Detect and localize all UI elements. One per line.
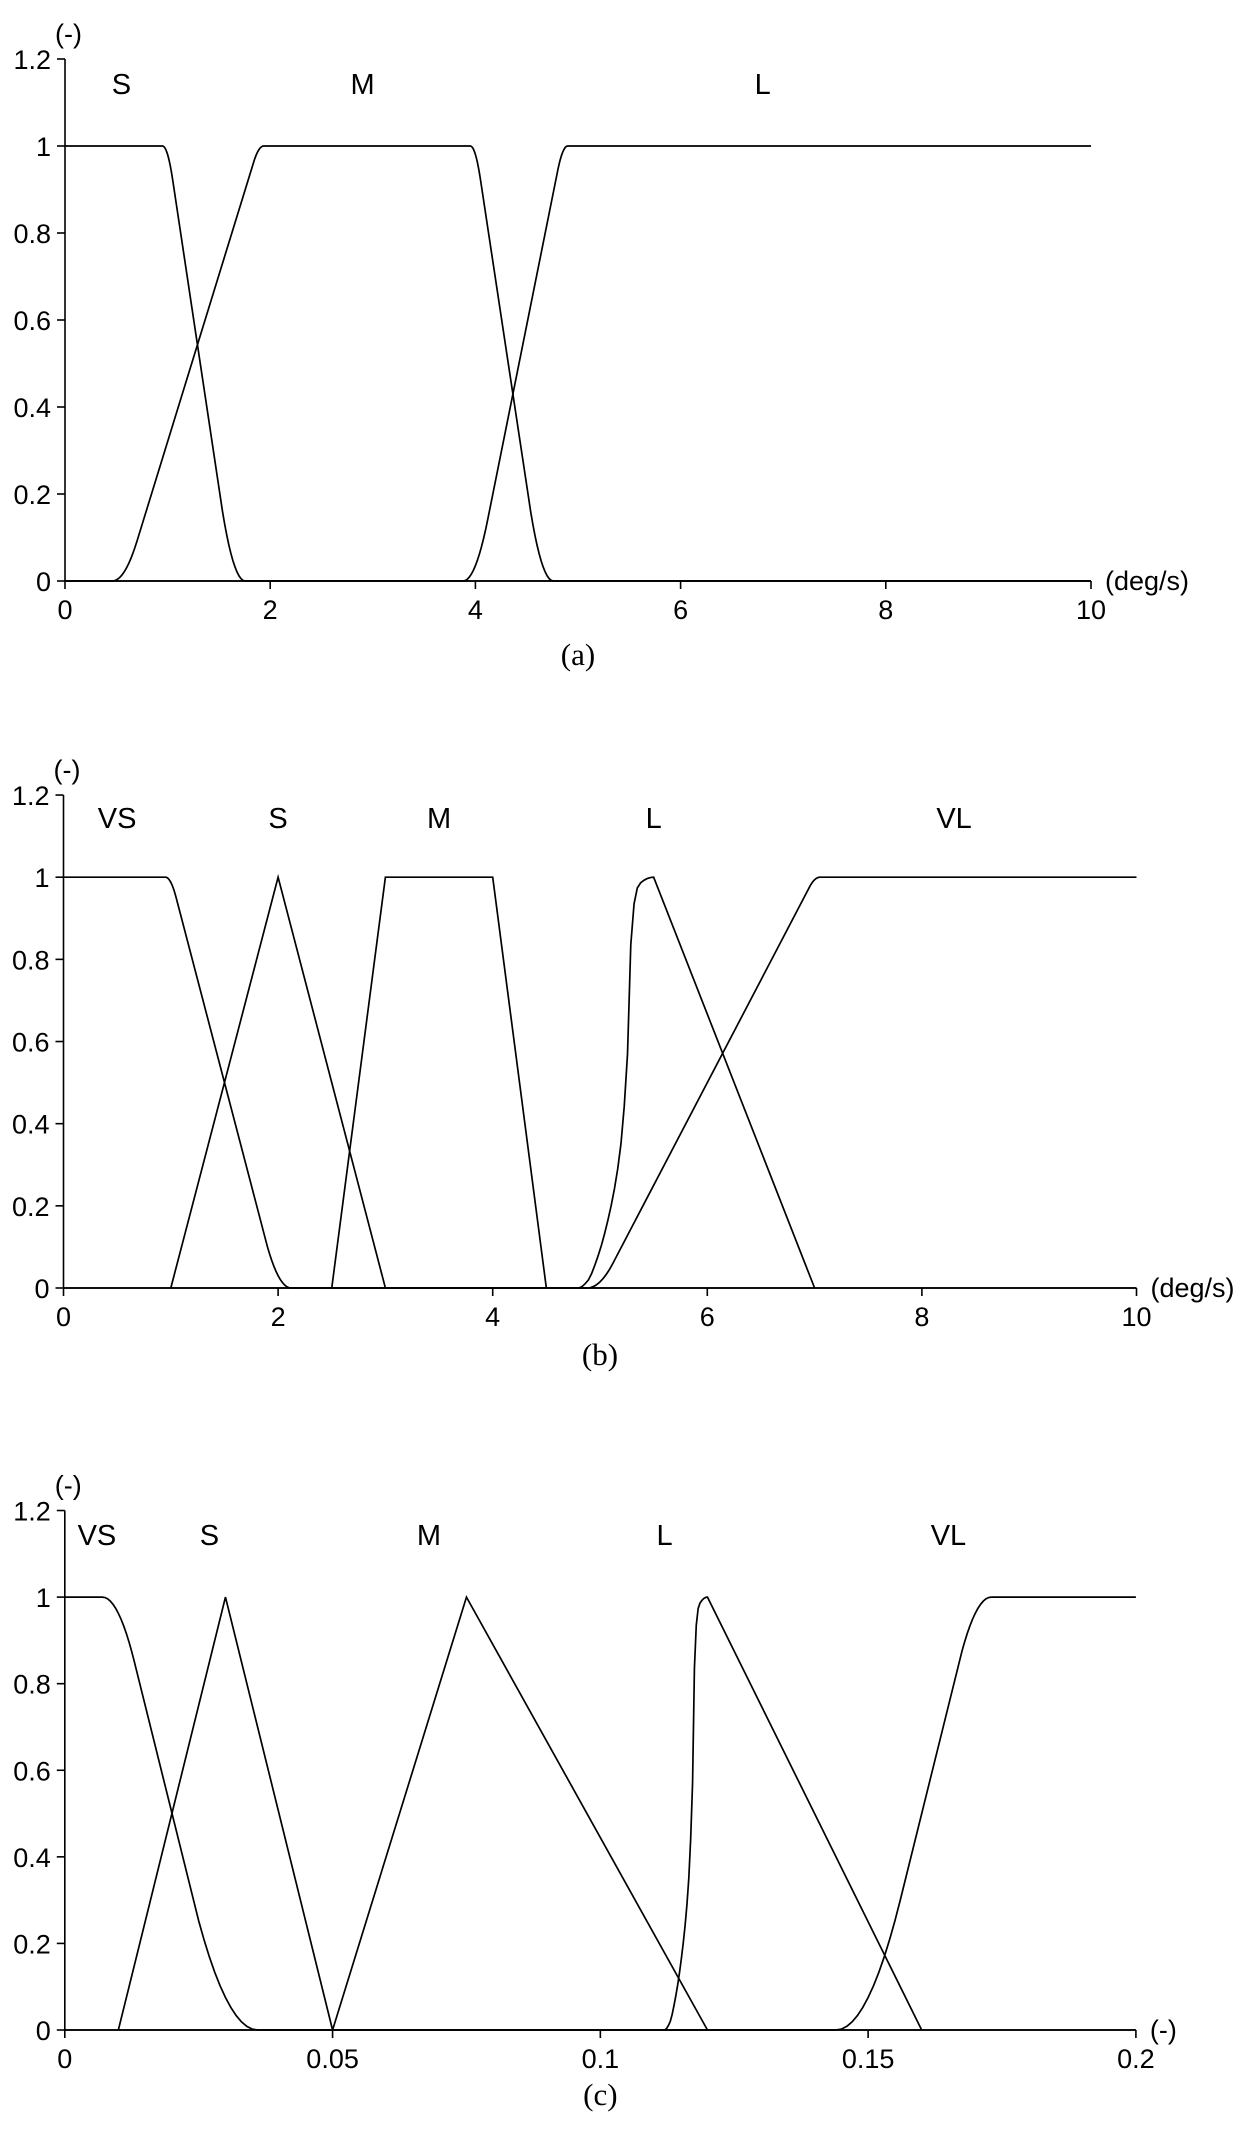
svg-text:0.4: 0.4 bbox=[13, 393, 51, 423]
svg-text:M: M bbox=[350, 69, 374, 101]
svg-text:0.05: 0.05 bbox=[306, 2044, 359, 2074]
svg-text:10: 10 bbox=[1076, 595, 1106, 625]
svg-text:(a): (a) bbox=[561, 637, 595, 672]
svg-text:0.8: 0.8 bbox=[13, 1670, 51, 1700]
svg-text:0.4: 0.4 bbox=[12, 1110, 50, 1140]
svg-text:0: 0 bbox=[56, 1302, 71, 1332]
svg-text:0: 0 bbox=[36, 567, 51, 597]
svg-text:0.2: 0.2 bbox=[12, 1192, 50, 1222]
svg-text:S: S bbox=[268, 803, 287, 835]
svg-text:0.6: 0.6 bbox=[13, 1756, 51, 1786]
svg-text:8: 8 bbox=[914, 1302, 929, 1332]
svg-text:(-): (-) bbox=[1150, 2015, 1177, 2045]
svg-text:(b): (b) bbox=[582, 1337, 618, 1372]
svg-text:0.8: 0.8 bbox=[12, 945, 50, 975]
svg-text:4: 4 bbox=[468, 595, 483, 625]
svg-text:S: S bbox=[112, 69, 131, 101]
svg-text:0: 0 bbox=[36, 2016, 51, 2046]
svg-text:VL: VL bbox=[931, 1520, 966, 1552]
svg-text:(-): (-) bbox=[54, 755, 81, 785]
svg-text:4: 4 bbox=[485, 1302, 500, 1332]
svg-text:0.2: 0.2 bbox=[13, 480, 51, 510]
svg-text:1: 1 bbox=[36, 1583, 51, 1613]
svg-text:(deg/s): (deg/s) bbox=[1105, 566, 1189, 596]
svg-text:0.8: 0.8 bbox=[13, 219, 51, 249]
svg-text:L: L bbox=[755, 69, 771, 101]
svg-text:2: 2 bbox=[263, 595, 278, 625]
svg-text:(c): (c) bbox=[583, 2077, 617, 2112]
svg-text:6: 6 bbox=[700, 1302, 715, 1332]
svg-text:0: 0 bbox=[57, 2044, 72, 2074]
svg-text:(-): (-) bbox=[55, 19, 82, 49]
svg-text:0.6: 0.6 bbox=[12, 1028, 50, 1058]
svg-text:6: 6 bbox=[673, 595, 688, 625]
svg-text:0.1: 0.1 bbox=[582, 2044, 620, 2074]
svg-text:0.2: 0.2 bbox=[13, 1929, 51, 1959]
svg-text:0.6: 0.6 bbox=[13, 306, 51, 336]
svg-text:VS: VS bbox=[98, 803, 137, 835]
svg-text:L: L bbox=[646, 803, 662, 835]
svg-text:0.4: 0.4 bbox=[13, 1843, 51, 1873]
svg-text:S: S bbox=[200, 1520, 219, 1552]
svg-text:10: 10 bbox=[1121, 1302, 1151, 1332]
svg-text:M: M bbox=[427, 803, 451, 835]
svg-text:1.2: 1.2 bbox=[12, 781, 50, 811]
svg-text:0: 0 bbox=[57, 595, 72, 625]
svg-text:1: 1 bbox=[36, 132, 51, 162]
svg-text:2: 2 bbox=[271, 1302, 286, 1332]
svg-text:1.2: 1.2 bbox=[13, 1497, 51, 1527]
svg-text:1.2: 1.2 bbox=[13, 45, 51, 75]
svg-text:0: 0 bbox=[34, 1274, 49, 1304]
svg-text:VL: VL bbox=[936, 803, 971, 835]
svg-text:8: 8 bbox=[878, 595, 893, 625]
svg-text:L: L bbox=[657, 1520, 673, 1552]
svg-text:0.2: 0.2 bbox=[1117, 2044, 1155, 2074]
svg-text:(-): (-) bbox=[55, 1471, 82, 1501]
svg-text:(deg/s): (deg/s) bbox=[1151, 1273, 1235, 1303]
svg-text:0.15: 0.15 bbox=[842, 2044, 895, 2074]
svg-text:VS: VS bbox=[78, 1520, 117, 1552]
svg-text:1: 1 bbox=[34, 863, 49, 893]
svg-text:M: M bbox=[417, 1520, 441, 1552]
